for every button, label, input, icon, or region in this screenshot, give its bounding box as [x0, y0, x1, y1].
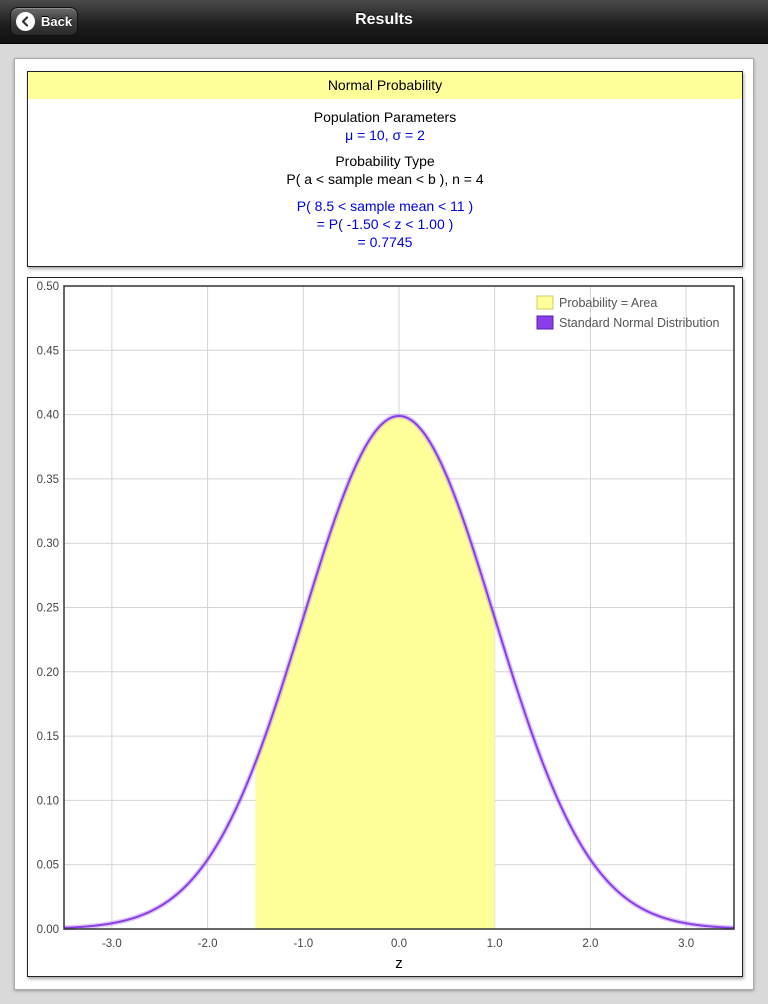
- plot-frame: [63, 285, 735, 930]
- legend: Probability = Area Standard Normal Distr…: [536, 295, 720, 330]
- x-tick-label: 3.0: [678, 938, 694, 950]
- x-tick-label: -1.0: [293, 938, 313, 950]
- x-tick-label: 2.0: [582, 938, 598, 950]
- y-tick-label: 0.40: [37, 410, 59, 422]
- y-tick-label: 0.25: [37, 603, 59, 615]
- result-line-1: P( 8.5 < sample mean < 11 ): [296, 198, 474, 214]
- params-value: μ = 10, σ = 2: [345, 127, 425, 143]
- x-axis-label: z: [395, 955, 403, 972]
- results-panel: Normal Probability Population Parameters…: [14, 58, 754, 990]
- navigation-bar: Back Results: [0, 0, 768, 44]
- y-tick-label: 0.10: [37, 795, 59, 807]
- x-tick-label: -3.0: [102, 938, 122, 950]
- y-tick-label: 0.35: [37, 474, 59, 486]
- x-tick-label: 1.0: [487, 938, 503, 950]
- back-button[interactable]: Back: [10, 7, 78, 36]
- x-axis-ticks: -3.0 -2.0 -1.0 0.0 1.0 2.0 3.0: [102, 938, 694, 950]
- y-tick-label: 0.15: [37, 731, 59, 743]
- chevron-left-icon: [16, 12, 35, 31]
- back-button-label: Back: [41, 14, 73, 29]
- legend-swatch-area: [536, 295, 554, 310]
- x-tick-label: -2.0: [198, 938, 218, 950]
- type-value: P( a < sample mean < b ), n = 4: [286, 171, 484, 187]
- type-title: Probability Type: [335, 153, 435, 169]
- y-tick-label: 0.45: [37, 345, 59, 357]
- y-tick-label: 0.30: [37, 538, 59, 550]
- summary-header: Normal Probability: [28, 72, 742, 99]
- x-tick-label: 0.0: [391, 938, 407, 950]
- result-line-3: = 0.7745: [357, 234, 413, 250]
- result-line-2: = P( -1.50 < z < 1.00 ): [316, 216, 454, 232]
- legend-swatch-curve: [536, 315, 554, 330]
- normal-curve: [63, 414, 735, 929]
- y-tick-label: 0.05: [37, 860, 59, 872]
- y-tick-label: 0.50: [37, 281, 59, 293]
- chart-panel: 0.00 0.05 0.10 0.15 0.20 0.25 0.30 0.35 0.40 0.45…: [27, 277, 743, 977]
- page-title: Results: [355, 11, 413, 28]
- normal-distribution-chart: 0.00 0.05 0.10 0.15 0.20 0.25 0.30 0.35 0.40 0.45…: [37, 281, 735, 972]
- y-axis-ticks: 0.00 0.05 0.10 0.15 0.20 0.25 0.30 0.35 0.40 0.45…: [37, 281, 59, 936]
- params-title: Population Parameters: [313, 109, 457, 125]
- probability-area: [255, 415, 495, 929]
- y-tick-label: 0.00: [37, 924, 59, 936]
- legend-label-area: Probability = Area: [559, 296, 657, 310]
- probability-summary: Normal Probability Population Parameters…: [27, 71, 743, 267]
- legend-label-curve: Standard Normal Distribution: [559, 316, 720, 330]
- y-tick-label: 0.20: [37, 667, 59, 679]
